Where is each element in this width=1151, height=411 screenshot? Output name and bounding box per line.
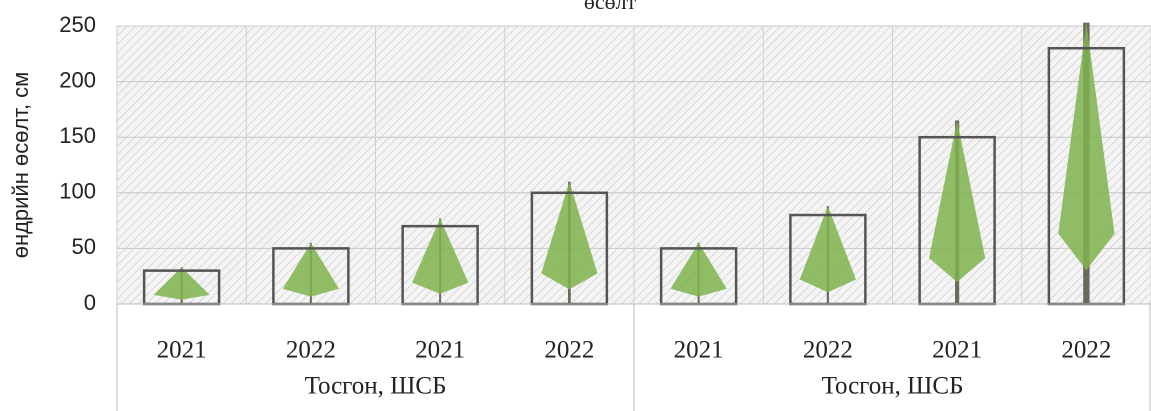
y-tick-label: 0: [84, 290, 96, 315]
x-tick-label: 2021: [157, 337, 207, 364]
group-label: Тосгон, ШСБ: [822, 373, 964, 400]
chart-title: өсөлт: [584, 0, 637, 14]
tree-crown: [670, 242, 727, 297]
tree-crown: [282, 242, 339, 297]
x-tick-label: 2022: [286, 337, 336, 364]
y-tick-label: 250: [59, 12, 96, 37]
y-tick-label: 200: [59, 67, 96, 92]
y-tick-label: 100: [59, 179, 96, 204]
tree-crown: [153, 267, 210, 300]
tree-crown: [799, 206, 856, 293]
x-tick-label: 2022: [544, 337, 594, 364]
group-label: Тосгон, ШСБ: [305, 373, 447, 400]
y-tick-label: 150: [59, 123, 96, 148]
tree-crown: [929, 120, 986, 282]
y-axis-label: өндрийн өсөлт, см: [8, 72, 33, 259]
x-tick-label: 2022: [803, 337, 853, 364]
x-tick-label: 2021: [415, 337, 465, 364]
tree-crown: [412, 218, 469, 294]
tree-crown: [1058, 22, 1115, 271]
x-tick-label: 2021: [674, 337, 724, 364]
tree-crown: [541, 181, 598, 290]
x-tick-label: 2021: [932, 337, 982, 364]
y-tick-label: 50: [72, 234, 96, 259]
x-tick-label: 2022: [1061, 337, 1111, 364]
